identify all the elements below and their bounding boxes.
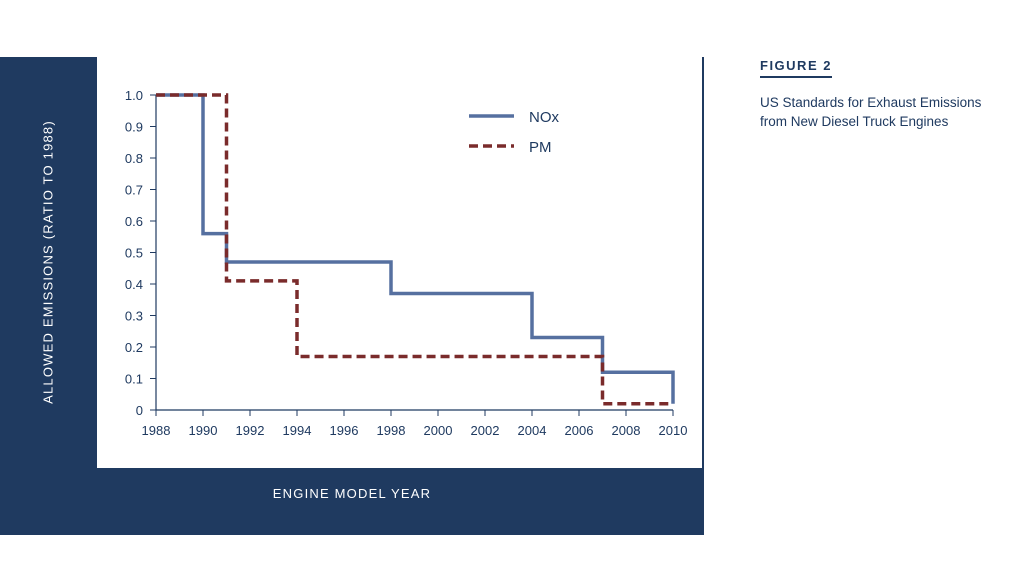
x-tick-label: 1990 xyxy=(189,423,218,438)
series-line-pm xyxy=(156,93,673,406)
x-tick-label: 2000 xyxy=(424,423,453,438)
x-tick-label: 1998 xyxy=(377,423,406,438)
x-axis-label: ENGINE MODEL YEAR xyxy=(272,486,432,501)
y-tick-label: 0.6 xyxy=(125,214,143,229)
x-tick-label: 1996 xyxy=(330,423,359,438)
x-tick-label: 2002 xyxy=(471,423,500,438)
legend-label-nox: NOx xyxy=(529,109,560,126)
y-tick-label: 0.5 xyxy=(125,246,143,261)
y-tick-label: 0.3 xyxy=(125,309,143,324)
y-tick-label: 1.0 xyxy=(125,88,143,103)
x-tick-label: 1992 xyxy=(236,423,265,438)
x-tick-label: 2010 xyxy=(659,423,688,438)
x-tick-label: 1988 xyxy=(142,423,171,438)
x-tick-label: 2008 xyxy=(612,423,641,438)
y-tick-label: 0.8 xyxy=(125,151,143,166)
legend-label-pm: PM xyxy=(529,139,552,156)
x-tick-label: 1994 xyxy=(283,423,312,438)
figure-label: FIGURE 2 xyxy=(760,58,832,78)
chart-plot: 0 0.1 0.2 0.3 0.4 0.5 0.6 0.7 0.8 0.9 1.0 1988 1990 1… xyxy=(125,88,688,438)
y-tick-label: 0.1 xyxy=(125,372,143,387)
plot-panel: 0 0.1 0.2 0.3 0.4 0.5 0.6 0.7 0.8 0.9 1.0 1988 1990 1… xyxy=(97,57,702,468)
y-axis-label-area: ALLOWED EMISSIONS (RATIO TO 1988) xyxy=(0,57,97,468)
y-axis-label: ALLOWED EMISSIONS (RATIO TO 1988) xyxy=(40,120,56,404)
y-tick-label: 0.2 xyxy=(125,340,143,355)
chart-frame: ALLOWED EMISSIONS (RATIO TO 1988) 0 0.1 0.… xyxy=(0,57,704,535)
series-line-nox xyxy=(156,93,675,404)
y-tick-label: 0.7 xyxy=(125,183,143,198)
x-tick-label: 2006 xyxy=(565,423,594,438)
y-tick-label: 0.4 xyxy=(125,277,143,292)
y-tick-label: 0.9 xyxy=(125,120,143,135)
y-tick-label: 0 xyxy=(136,403,143,418)
figure-caption: US Standards for Exhaust Emissions from … xyxy=(760,95,982,129)
x-tick-label: 2004 xyxy=(518,423,547,438)
